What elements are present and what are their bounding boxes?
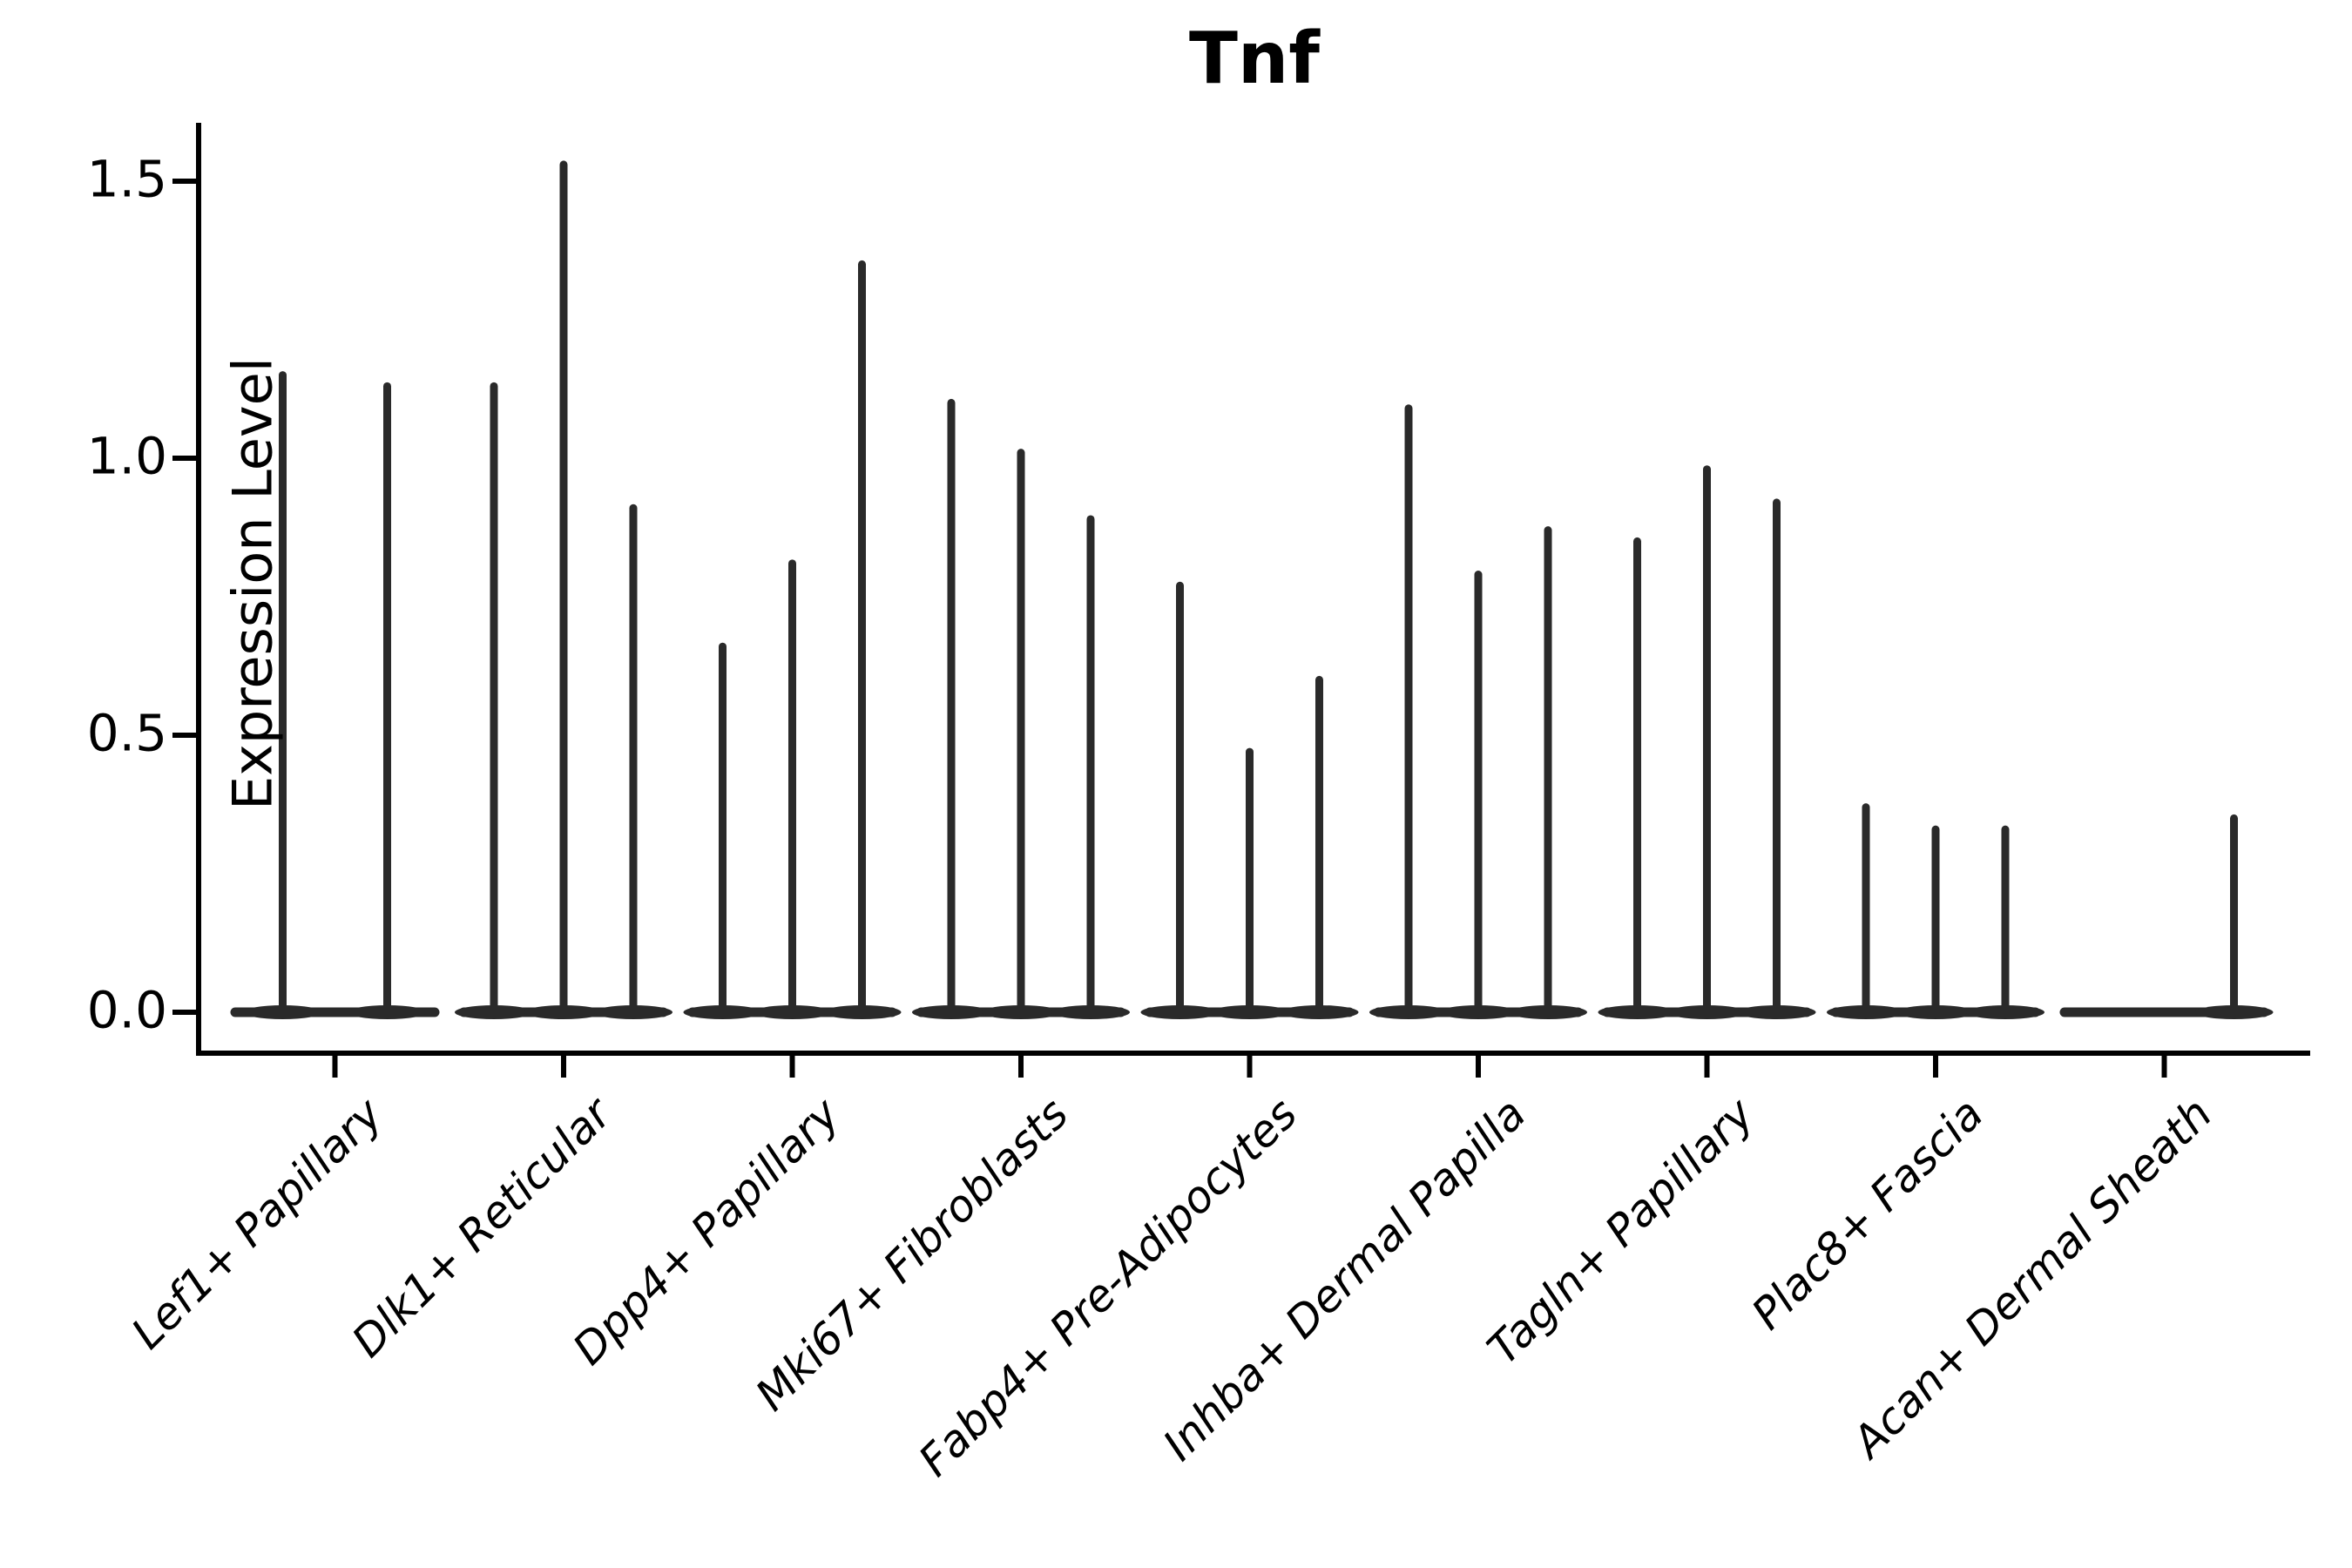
y-tick-label: 1.5 <box>86 149 167 209</box>
y-tick-label: 0.0 <box>86 980 167 1040</box>
y-axis-label: Expression Level <box>220 357 285 810</box>
chart-title: Tnf <box>1189 17 1320 100</box>
y-tick-label: 1.0 <box>86 426 167 486</box>
y-tick-label: 0.5 <box>86 703 167 763</box>
